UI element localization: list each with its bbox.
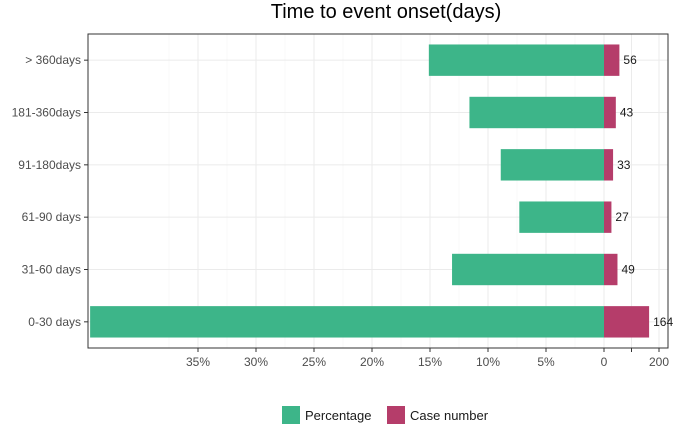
plot-panel-border — [87, 33, 669, 349]
bars — [90, 44, 650, 338]
data-label-1: 43 — [620, 106, 634, 120]
bar-case-number-1 — [604, 96, 616, 129]
bar-case-number-3 — [604, 201, 612, 233]
legend-key-1 — [387, 406, 405, 424]
legend-label-1: Case number — [410, 408, 489, 423]
data-label-4: 49 — [621, 263, 635, 277]
x-tick-label-pct-0: 35% — [186, 355, 210, 369]
y-tick-label-5: 0-30 days — [28, 315, 81, 329]
y-tick-label-2: 91-180days — [18, 158, 81, 172]
bar-case-number-0 — [604, 44, 620, 76]
x-tick-label-pct-3: 20% — [360, 355, 384, 369]
x-tick-label-pct-4: 15% — [418, 355, 442, 369]
y-tick-label-1: 181-360days — [12, 106, 81, 120]
bar-percentage-1 — [469, 96, 604, 129]
data-labels: 56 43 33 27 49 164 — [615, 53, 673, 329]
x-tick-label-pct-2: 25% — [302, 355, 326, 369]
x-axis: 35% 30% 25% 20% 15% 10% 5% 0 200 — [186, 348, 669, 369]
x-tick-label-pct-1: 30% — [244, 355, 268, 369]
legend: Percentage Case number — [282, 406, 489, 424]
y-tick-label-4: 31-60 days — [22, 263, 81, 277]
bar-percentage-2 — [500, 149, 604, 181]
data-label-3: 27 — [615, 210, 629, 224]
bar-percentage-3 — [519, 201, 604, 233]
x-tick-label-pct-6: 5% — [537, 355, 555, 369]
legend-key-0 — [282, 406, 300, 424]
bar-case-number-5 — [604, 306, 650, 338]
x-tick-label-pct-5: 10% — [476, 355, 500, 369]
bar-percentage-5 — [90, 306, 605, 338]
chart-title: Time to event onset(days) — [271, 1, 501, 23]
bar-percentage-0 — [428, 44, 604, 76]
data-label-0: 56 — [623, 53, 637, 67]
data-label-2: 33 — [617, 158, 631, 172]
bar-case-number-2 — [604, 149, 614, 181]
x-tick-label-count-2: 200 — [649, 355, 669, 369]
y-axis: > 360days 181-360days 91-180days 61-90 days… — [12, 53, 88, 329]
x-tick-label-pct-7: 0 — [601, 355, 608, 369]
y-tick-label-3: 61-90 days — [22, 210, 81, 224]
bar-case-number-4 — [604, 253, 618, 286]
grid-lines — [88, 34, 668, 348]
data-label-5: 164 — [653, 315, 673, 329]
bar-percentage-4 — [452, 253, 604, 286]
y-tick-label-0: > 360days — [25, 53, 81, 67]
legend-label-0: Percentage — [305, 408, 372, 423]
